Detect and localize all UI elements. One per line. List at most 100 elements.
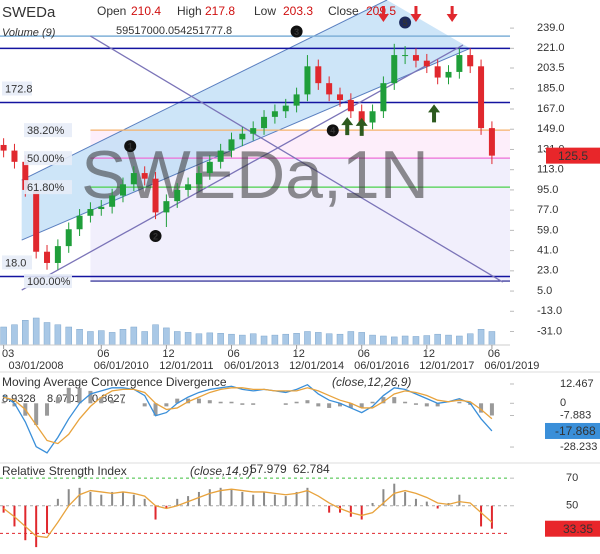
x-date-label: 12/01/2014 <box>289 360 344 372</box>
y-tick-label: 149.0 <box>537 123 565 135</box>
rsi-bar <box>295 491 298 506</box>
candle-body <box>282 105 289 112</box>
value-box-label: 33.35 <box>563 522 593 536</box>
x-date-label: 06/01/2019 <box>484 360 539 372</box>
wave-marker <box>399 16 412 29</box>
volume-bar <box>195 333 203 345</box>
panel-title: Relative Strength Index <box>2 464 127 478</box>
y-tick-label: 221.0 <box>537 42 565 54</box>
candle-body <box>250 128 257 134</box>
channel-line <box>21 0 388 181</box>
volume-bar <box>271 334 279 345</box>
close-value: 209.5 <box>366 4 396 18</box>
y-tick-label: -7.883 <box>560 409 591 421</box>
panel-params: (close,14,9) <box>190 464 253 478</box>
rsi-bar <box>35 505 38 548</box>
volume-bar <box>119 329 127 345</box>
macd-histogram-bar <box>392 397 397 404</box>
volume-bar <box>477 329 485 345</box>
candle-body <box>261 116 268 129</box>
x-tick-label: 06 <box>97 348 109 360</box>
candle-body <box>217 150 224 162</box>
rsi-bar <box>154 505 157 520</box>
trend-line <box>90 35 504 283</box>
volume-bar <box>401 335 409 345</box>
y-tick-label: 0 <box>560 397 566 409</box>
rsi-bar <box>176 498 179 506</box>
macd-histogram-bar <box>381 397 386 404</box>
macd-histogram-bar <box>327 403 332 408</box>
candle-body <box>402 55 409 57</box>
rsi-bar <box>436 505 439 509</box>
candle-body <box>141 173 148 179</box>
candle-body <box>54 246 61 263</box>
macd-histogram-bar <box>120 401 125 404</box>
candle-body <box>76 215 83 230</box>
fib-label: 50.00% <box>27 153 65 165</box>
candle-body <box>65 229 72 247</box>
volume-bar <box>293 333 300 345</box>
macd-histogram-bar <box>283 403 288 405</box>
rsi-bar <box>197 491 200 506</box>
volume-bar <box>260 335 268 345</box>
candle-body <box>423 60 430 67</box>
fib-label: 38.20% <box>27 125 65 137</box>
value-box-label: -17.868 <box>555 424 596 438</box>
candle-body <box>380 83 387 112</box>
rsi-bar <box>458 494 461 506</box>
rsi-bar <box>208 489 211 506</box>
legend-value: 62.784 <box>293 462 330 476</box>
volume-bar <box>65 326 72 345</box>
rsi-bar <box>425 501 428 506</box>
legend-value: 8.0701 <box>47 393 81 405</box>
volume-bar <box>32 317 40 345</box>
rsi-bar <box>284 496 287 506</box>
rsi-bar <box>371 502 374 506</box>
macd-histogram-bar <box>424 403 429 407</box>
volume-bar <box>184 332 192 345</box>
macd-histogram-bar <box>348 403 353 408</box>
y-tick-label: -28.233 <box>560 441 597 453</box>
volume-bar <box>336 333 344 345</box>
level-label-box <box>2 81 32 96</box>
x-tick-label: 12 <box>162 348 174 360</box>
candle-body <box>467 55 474 67</box>
high-label: High <box>177 4 202 18</box>
volume-bar <box>0 326 7 345</box>
volume-bar <box>43 322 51 345</box>
legend-value: 57.979 <box>250 462 287 476</box>
wave-label: 4 <box>330 126 335 136</box>
rsi-bar <box>230 489 233 506</box>
macd-histogram-bar <box>88 390 93 404</box>
rsi-bar <box>328 505 331 513</box>
rsi-bar <box>132 494 135 506</box>
volume-bar <box>358 332 365 345</box>
volume-bar <box>54 324 62 345</box>
candle-body <box>195 173 202 185</box>
volume-bar <box>445 334 452 345</box>
x-tick-label: 06 <box>358 348 370 360</box>
macd-histogram-bar <box>370 401 375 404</box>
x-tick-label: 12 <box>293 348 305 360</box>
y-tick-label: -31.0 <box>537 325 562 337</box>
volume-bar <box>282 333 289 345</box>
volume-bar <box>456 335 463 345</box>
x-tick-label: 06 <box>488 348 500 360</box>
macd-histogram-bar <box>479 403 484 413</box>
x-date-label: 12/01/2017 <box>419 360 474 372</box>
candle-body <box>337 94 343 101</box>
watermark: SWEDa,1N <box>81 137 429 213</box>
volume-bar <box>466 333 474 345</box>
rsi-bar <box>360 505 363 520</box>
y-tick-label: 59.0 <box>537 224 558 236</box>
low-value: 203.3 <box>283 4 313 18</box>
rsi-bar <box>306 487 309 506</box>
volume-bar <box>325 333 333 345</box>
volume-bar <box>130 326 138 345</box>
rsi-bar <box>111 491 114 506</box>
candle-body <box>163 201 170 213</box>
macd-histogram-bar <box>359 403 364 408</box>
candle-body <box>271 111 278 117</box>
macd-histogram-bar <box>1 401 6 404</box>
